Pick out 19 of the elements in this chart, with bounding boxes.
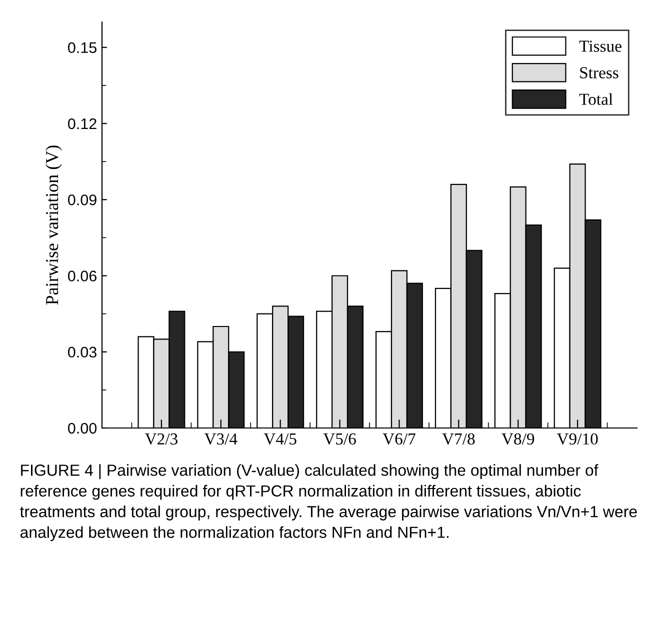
- legend-label: Stress: [580, 67, 618, 78]
- y-tick-label: 0.15: [68, 42, 96, 54]
- x-tick-label: V8/9: [502, 433, 534, 445]
- y-tick-label: 0.00: [68, 422, 97, 434]
- y-tick-label: 0.12: [68, 118, 96, 130]
- y-tick-label: 0.09: [68, 194, 96, 206]
- y-axis-title: Pairwise variation (V): [45, 146, 62, 305]
- legend-label: Total: [579, 93, 613, 105]
- legend-label: Tissue: [579, 40, 622, 52]
- x-tick-label: V6/7: [382, 433, 416, 445]
- y-tick-label: 0.06: [68, 270, 96, 282]
- x-tick-label: V4/5: [264, 433, 296, 445]
- y-tick-label: 0.03: [68, 346, 96, 358]
- x-tick-label: V5/6: [323, 433, 356, 445]
- x-tick-label: V2/3: [144, 433, 178, 445]
- x-tick-label: V7/8: [442, 433, 475, 445]
- x-tick-label: V3/4: [204, 433, 238, 445]
- x-tick-label: V9/10: [556, 433, 598, 445]
- caption: FIGURE 4 | Pairwise variation (V-value) calculated showing the optimal number of reference genes required for qRT-PCR normalization in different tissues, abiotic treatments and total group, respectively. The average pairwise variations Vn/Vn+1 were analyzed between the normalization factors NFn and NFn+1.: [20, 464, 637, 542]
